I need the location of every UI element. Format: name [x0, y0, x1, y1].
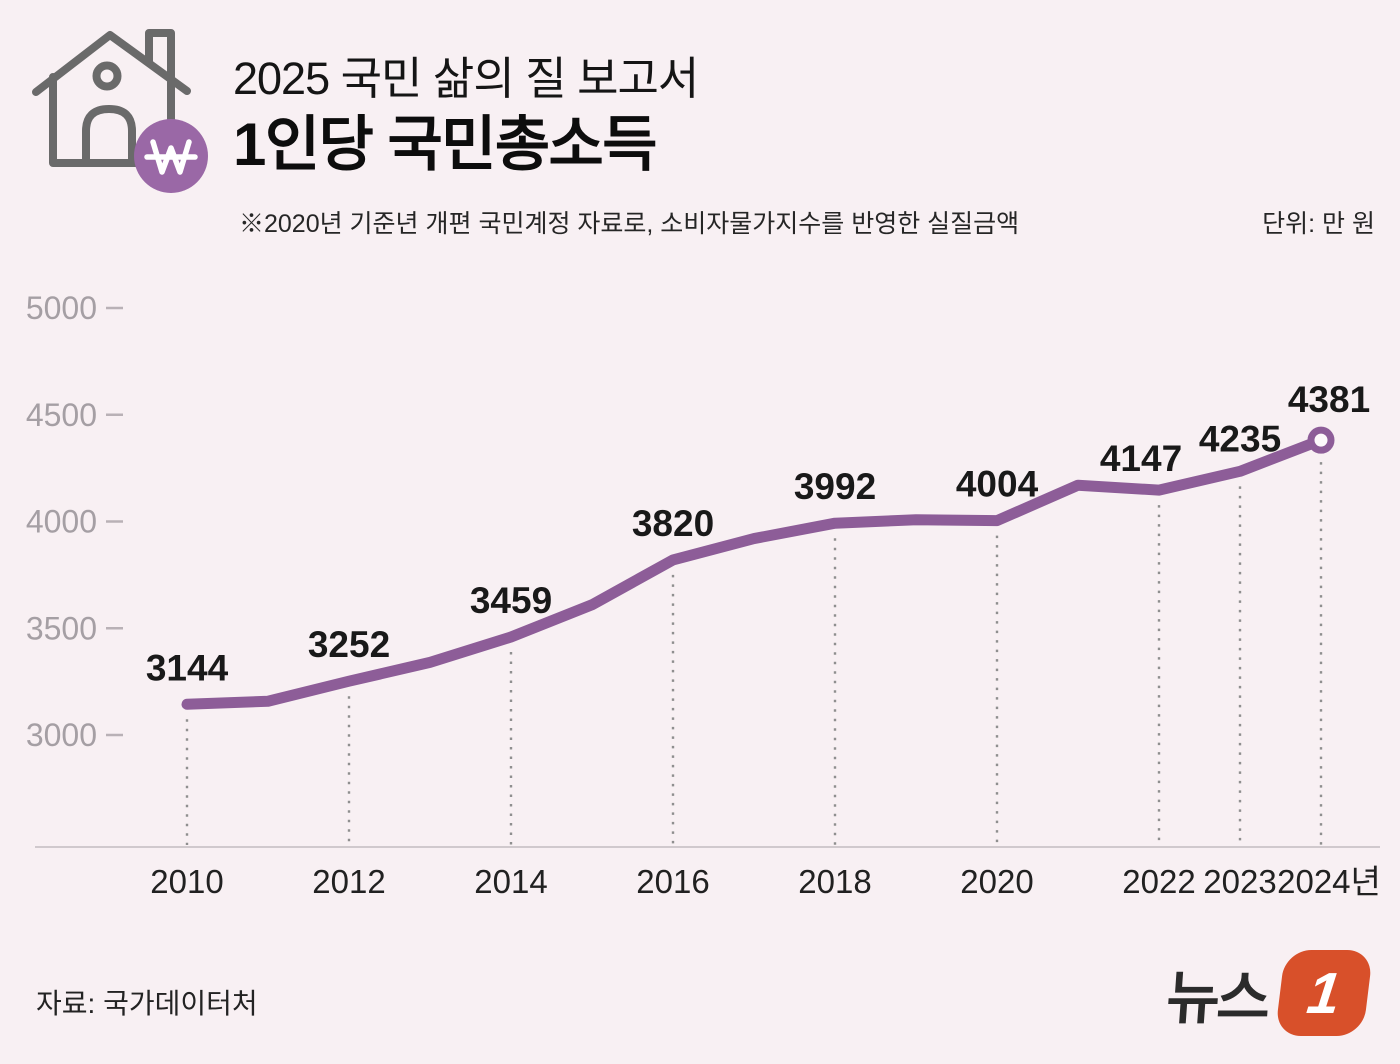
x-axis-tick-label: 2024년	[1277, 863, 1381, 900]
y-axis-tick-label: 5000	[26, 290, 97, 326]
y-axis-tick-label: 4000	[26, 504, 97, 540]
news1-logo-badge-digit: 1	[1303, 960, 1345, 1026]
income-line	[181, 434, 1327, 710]
value-label: 3144	[146, 647, 229, 688]
x-axis-tick-label: 2018	[798, 863, 871, 900]
value-label: 3252	[308, 624, 390, 665]
house-won-icon	[32, 29, 208, 193]
chart-note: ※2020년 기준년 개편 국민계정 자료로, 소비자물가지수를 반영한 실질금…	[239, 210, 1020, 238]
house-chimney	[145, 29, 175, 83]
value-label: 3459	[470, 580, 552, 621]
x-axis-tick-label: 2020	[960, 863, 1033, 900]
y-axis-tick-label: 3000	[26, 717, 97, 753]
page-title: 1인당 국민총소득	[233, 111, 657, 178]
value-label: 4381	[1288, 379, 1370, 420]
x-axis-tick-label: 2016	[636, 863, 709, 900]
x-axis-tick-label: 2010	[150, 863, 223, 900]
won-symbol-icon	[144, 139, 198, 175]
value-label: 3820	[632, 503, 714, 544]
report-title: 2025 국민 삶의 질 보고서	[233, 53, 699, 104]
news1-logo-badge: 1	[1274, 950, 1374, 1036]
y-axis-tick-label: 4500	[26, 397, 97, 433]
house-roof	[32, 31, 191, 96]
news1-logo: 뉴스 1	[1164, 950, 1374, 1036]
unit-label: 단위: 만 원	[1262, 210, 1375, 238]
x-axis-tick-label: 2023	[1203, 863, 1276, 900]
x-axis-tick-label: 2022	[1122, 863, 1195, 900]
house-window-icon	[92, 61, 122, 91]
house-outline	[32, 29, 191, 167]
value-label: 4235	[1199, 418, 1281, 459]
news1-logo-text: 뉴스	[1164, 966, 1270, 1031]
value-label: 3992	[794, 466, 876, 507]
source-label: 자료: 국가데이터처	[36, 988, 258, 1019]
value-label: 4147	[1100, 438, 1182, 479]
x-axis-tick-label: 2014	[474, 863, 547, 900]
end-point-marker	[1307, 426, 1335, 454]
x-axis-tick-label: 2012	[312, 863, 385, 900]
house-door	[82, 105, 136, 167]
value-label: 4004	[956, 464, 1039, 505]
y-axis-tick-label: 3500	[26, 610, 97, 646]
